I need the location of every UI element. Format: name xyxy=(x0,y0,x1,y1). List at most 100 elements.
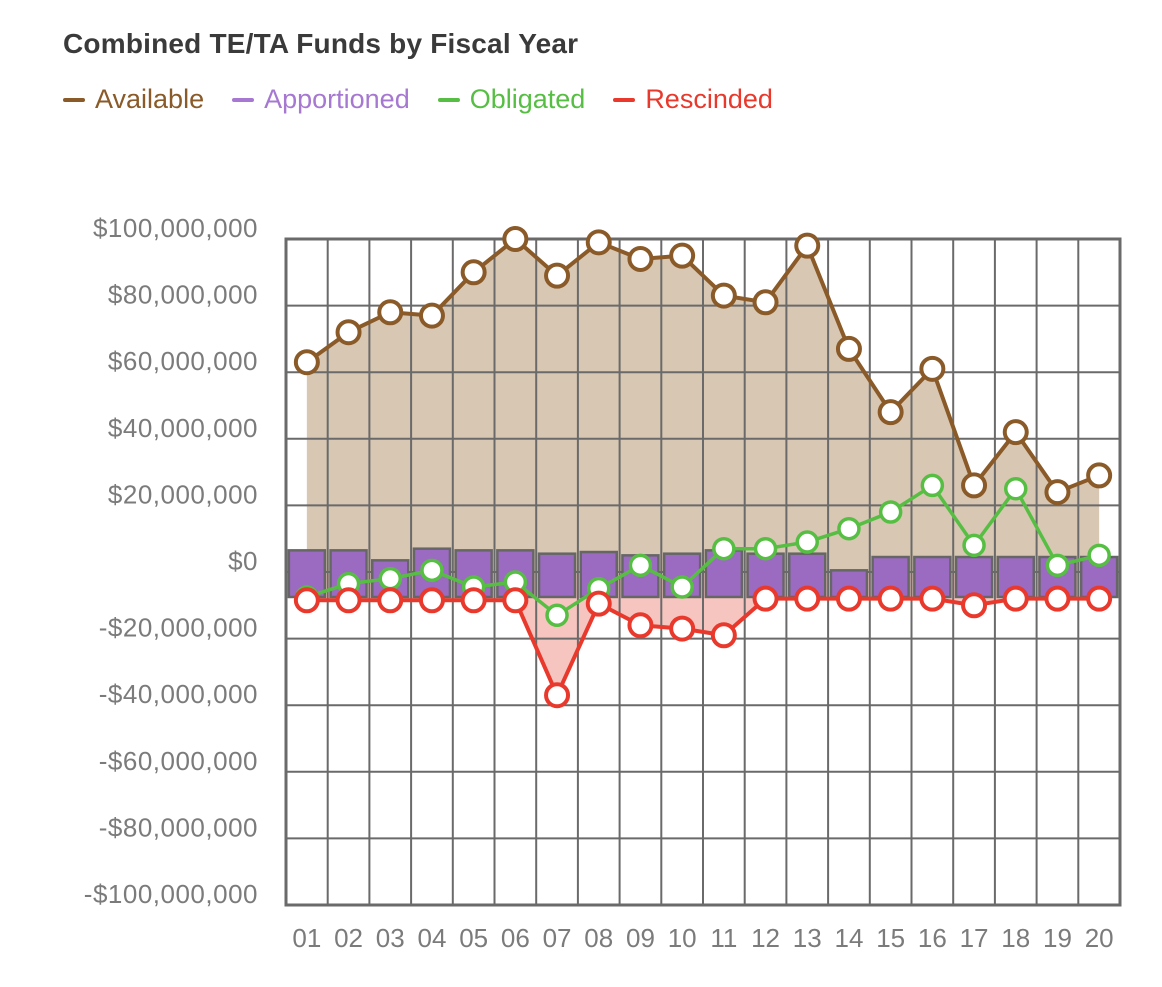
y-tick-label: -$80,000,000 xyxy=(99,812,258,842)
available-line-point[interactable] xyxy=(1044,479,1071,506)
rescinded-line-point[interactable] xyxy=(1044,585,1071,612)
x-tick-label: 06 xyxy=(501,923,530,953)
x-tick-label: 19 xyxy=(1043,923,1072,953)
plot-border xyxy=(284,237,1122,907)
x-tick-label: 17 xyxy=(960,923,989,953)
rescinded-line-point[interactable] xyxy=(1086,585,1113,612)
available-line-point[interactable] xyxy=(627,245,654,272)
x-tick-label: 08 xyxy=(584,923,613,953)
chart-title: Combined TE/TA Funds by Fiscal Year xyxy=(63,28,579,59)
available-line-point[interactable] xyxy=(752,289,779,316)
obligated-line-point[interactable] xyxy=(837,516,861,541)
apportioned-bar[interactable] xyxy=(954,555,994,599)
rescinded-line-point[interactable] xyxy=(502,587,529,614)
y-tick-label: $60,000,000 xyxy=(108,346,258,376)
rescinded-line-point[interactable] xyxy=(460,587,487,614)
available-line-point[interactable] xyxy=(377,299,404,326)
rescinded-line xyxy=(293,585,1113,709)
legend-label: Rescinded xyxy=(645,84,773,114)
legend-item-available[interactable]: Available xyxy=(63,84,204,115)
rescinded-line-point[interactable] xyxy=(335,587,362,614)
legend-dash-icon xyxy=(613,97,636,102)
rescinded-line-point[interactable] xyxy=(794,585,821,612)
obligated-line-point[interactable] xyxy=(1004,477,1028,501)
legend-label: Apportioned xyxy=(264,84,410,114)
legend-dash-icon xyxy=(232,97,255,102)
available-line-point[interactable] xyxy=(710,282,737,309)
x-tick-label: 16 xyxy=(918,923,947,953)
y-tick-label: -$60,000,000 xyxy=(99,746,258,776)
available-line-point[interactable] xyxy=(835,335,862,362)
available-line-point[interactable] xyxy=(460,259,487,286)
rescinded-line-point[interactable] xyxy=(1002,585,1029,612)
apportioned-bar[interactable] xyxy=(537,552,577,599)
rescinded-line-point[interactable] xyxy=(418,587,445,614)
available-line-point[interactable] xyxy=(502,226,529,252)
obligated-line-point[interactable] xyxy=(545,603,569,628)
available-line-point[interactable] xyxy=(961,472,988,499)
available-line-point[interactable] xyxy=(293,349,320,376)
available-line-point[interactable] xyxy=(418,302,445,329)
x-tick-label: 18 xyxy=(1001,923,1030,953)
x-tick-label: 11 xyxy=(710,923,737,953)
available-line xyxy=(293,226,1113,506)
rescinded-line-point[interactable] xyxy=(669,615,696,642)
available-line-point[interactable] xyxy=(794,232,821,259)
available-line-point[interactable] xyxy=(669,242,696,269)
legend-dash-icon xyxy=(63,97,85,102)
y-tick-label: $80,000,000 xyxy=(108,280,258,310)
obligated-line-point[interactable] xyxy=(712,536,736,561)
available-line-point[interactable] xyxy=(335,319,362,346)
obligated-line-point[interactable] xyxy=(795,530,819,554)
obligated-line-point[interactable] xyxy=(962,533,986,558)
rescinded-line-point[interactable] xyxy=(835,585,862,612)
x-tick-label: 03 xyxy=(376,923,405,953)
legend: Available Apportioned Obligated Rescinded xyxy=(63,84,773,115)
rescinded-line-point[interactable] xyxy=(377,587,404,614)
obligated-line-point[interactable] xyxy=(1045,553,1070,578)
available-line-point[interactable] xyxy=(544,262,571,289)
rescinded-line-point[interactable] xyxy=(752,585,779,612)
rescinded-line-point[interactable] xyxy=(710,622,737,649)
legend-item-rescinded[interactable]: Rescinded xyxy=(613,84,773,115)
available-line-point[interactable] xyxy=(1002,419,1029,446)
x-tick-label: 15 xyxy=(876,923,905,953)
obligated-line-point[interactable] xyxy=(920,473,945,498)
x-tick-label: 02 xyxy=(334,923,363,953)
obligated-line-point[interactable] xyxy=(628,553,653,578)
rescinded-line-point[interactable] xyxy=(961,592,988,619)
x-tick-label: 09 xyxy=(626,923,655,953)
legend-label: Obligated xyxy=(469,84,586,114)
available-line-point[interactable] xyxy=(1086,462,1113,489)
legend-item-apportioned[interactable]: Apportioned xyxy=(232,84,410,115)
available-line-point[interactable] xyxy=(585,229,612,256)
x-tick-label: 14 xyxy=(834,923,863,953)
rescinded-line-point[interactable] xyxy=(585,590,612,617)
obligated-line-point[interactable] xyxy=(878,500,903,524)
x-tick-label: 07 xyxy=(543,923,572,953)
x-tick-label: 13 xyxy=(793,923,822,953)
x-axis-labels: 01 02 03 04 05 06 07 08 09 10 11 12 13 14 15 16 17 18 19 20 xyxy=(292,923,1113,953)
x-tick-label: 12 xyxy=(751,923,780,953)
rescinded-line-point[interactable] xyxy=(293,587,320,614)
available-line-point[interactable] xyxy=(877,399,904,426)
y-tick-label: $0 xyxy=(228,546,258,576)
rescinded-line-point[interactable] xyxy=(544,682,571,709)
y-tick-label: $40,000,000 xyxy=(108,413,258,443)
rescinded-line-point[interactable] xyxy=(919,585,946,612)
available-line-point[interactable] xyxy=(919,355,946,382)
obligated-line-point[interactable] xyxy=(753,536,778,561)
obligated-line-point[interactable] xyxy=(378,566,402,591)
y-tick-label: $20,000,000 xyxy=(108,479,258,509)
obligated-line-point[interactable] xyxy=(420,558,444,583)
x-tick-label: 04 xyxy=(417,923,446,953)
x-tick-label: 20 xyxy=(1085,923,1114,953)
obligated-line-point[interactable] xyxy=(670,575,694,599)
y-tick-label: $100,000,000 xyxy=(93,213,258,243)
obligated-line-point[interactable] xyxy=(1087,543,1111,568)
legend-item-obligated[interactable]: Obligated xyxy=(437,84,586,115)
rescinded-line-point[interactable] xyxy=(877,585,904,612)
rescinded-line-point[interactable] xyxy=(627,612,654,639)
